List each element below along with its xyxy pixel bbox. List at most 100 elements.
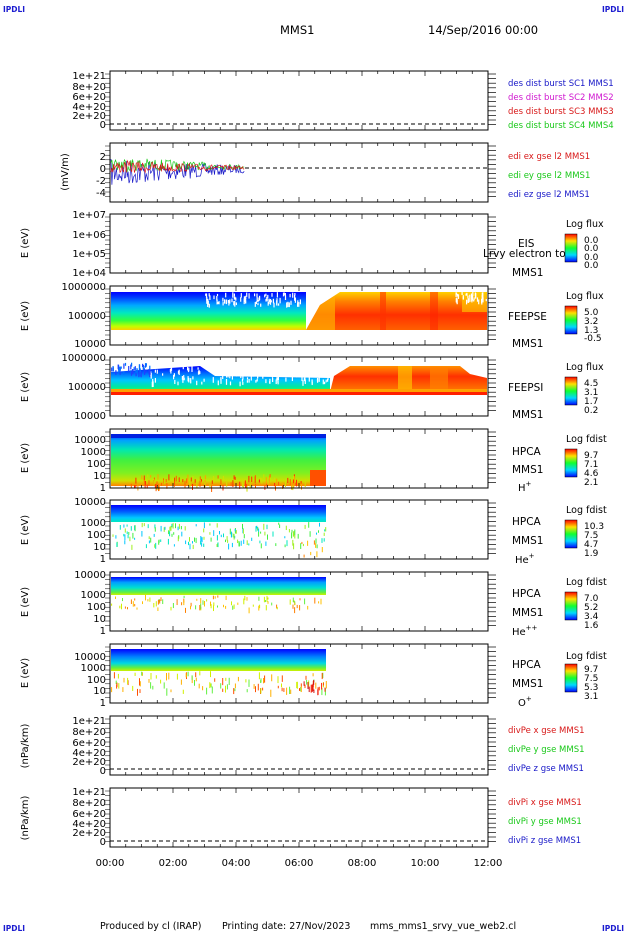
speck (297, 368, 299, 374)
colorbar-value: 3.1 (584, 388, 598, 398)
speck (124, 528, 126, 533)
speck (235, 302, 237, 306)
speck (240, 293, 242, 298)
speck (111, 367, 113, 372)
speck (256, 525, 258, 529)
ylabel: (nPa/km) (20, 724, 31, 769)
speck (236, 368, 238, 372)
speck (205, 293, 207, 296)
speck (136, 368, 138, 373)
speck (144, 481, 146, 489)
speck (191, 675, 193, 680)
speck (296, 681, 298, 689)
instrument-label: HPCA (512, 588, 542, 600)
speck (319, 522, 320, 527)
speck (246, 597, 248, 601)
speck (145, 363, 147, 368)
speck (195, 605, 197, 610)
speck (321, 547, 323, 553)
speck (233, 604, 235, 609)
speck (297, 533, 299, 539)
speck (218, 301, 220, 305)
speck (288, 302, 290, 308)
speck (273, 302, 275, 308)
speck (134, 525, 136, 532)
speck (485, 299, 487, 302)
instrument-label: HPCA (512, 659, 542, 671)
speck (143, 523, 145, 527)
speck (146, 484, 148, 489)
speck (220, 377, 222, 381)
colorbar-value: 0.0 (584, 236, 599, 246)
speck (210, 671, 211, 678)
speck (481, 299, 483, 305)
speck (120, 366, 122, 369)
speck (316, 371, 318, 376)
edi-traces (110, 158, 245, 185)
spacecraft-label: MMS1 (512, 409, 543, 421)
speck (308, 372, 310, 376)
speck (225, 378, 228, 385)
speck (311, 381, 313, 386)
speck (234, 529, 236, 532)
speck (255, 483, 256, 489)
ytick: 6e+20 (72, 738, 106, 749)
ytick: 10000 (74, 652, 106, 663)
speck (206, 296, 208, 301)
speck (216, 523, 218, 528)
speck (184, 480, 186, 488)
speck (226, 684, 228, 690)
panel-eis: E (eV) 1e+07 1e+06 1e+05 1e+04 EIS Lrvy … (20, 210, 604, 279)
speck (248, 378, 250, 383)
panel-hpca-hepp: E (eV) 10000 1000 100 10 1 HPCA MMS1 He+… (20, 570, 607, 638)
speck (292, 479, 294, 484)
speck (216, 535, 218, 541)
spacecraft-label: MMS1 (512, 607, 543, 619)
speck (202, 686, 204, 691)
speck (182, 379, 184, 383)
speck (284, 536, 286, 539)
speck (199, 671, 201, 676)
x-axis: 00:00 02:00 04:00 06:00 08:00 10:00 12:0… (96, 858, 503, 869)
panel-hpca-he: E (eV) 10000 1000 100 10 1 HPCA MMS1 He+… (20, 497, 607, 566)
speck (227, 539, 229, 543)
speck (203, 378, 205, 382)
speck (239, 371, 241, 376)
ytick: 1e+07 (72, 210, 106, 221)
speck (316, 544, 318, 549)
speck (321, 682, 323, 690)
speck (154, 484, 156, 488)
speck (285, 368, 287, 374)
speck (122, 598, 123, 602)
speck (160, 539, 162, 542)
speck (294, 602, 296, 606)
colorbar-title: Log flux (566, 219, 604, 230)
speck (250, 367, 252, 373)
speck (113, 672, 115, 679)
corner-label-br: IPDLI (602, 924, 624, 933)
speck (200, 541, 202, 545)
speck (301, 376, 303, 382)
speck (222, 297, 224, 302)
speck (143, 479, 145, 483)
speck (291, 375, 293, 382)
speck (314, 368, 316, 372)
speck (259, 540, 261, 544)
ytick: 1000 (81, 590, 106, 601)
speck (204, 475, 206, 480)
speck (273, 373, 276, 376)
speck (255, 526, 257, 532)
spacecraft-label: MMS1 (512, 267, 543, 279)
heatmap-band (111, 392, 487, 395)
speck (123, 524, 125, 528)
ytick: 1 (100, 554, 106, 565)
colorbar-title: Log fdist (566, 434, 607, 445)
speck (155, 542, 157, 549)
speck (324, 381, 326, 385)
speck (324, 687, 326, 692)
speck (315, 682, 317, 689)
speck (170, 606, 172, 611)
speck (229, 373, 231, 379)
ytick: 4e+20 (72, 102, 106, 113)
speck (287, 477, 289, 484)
